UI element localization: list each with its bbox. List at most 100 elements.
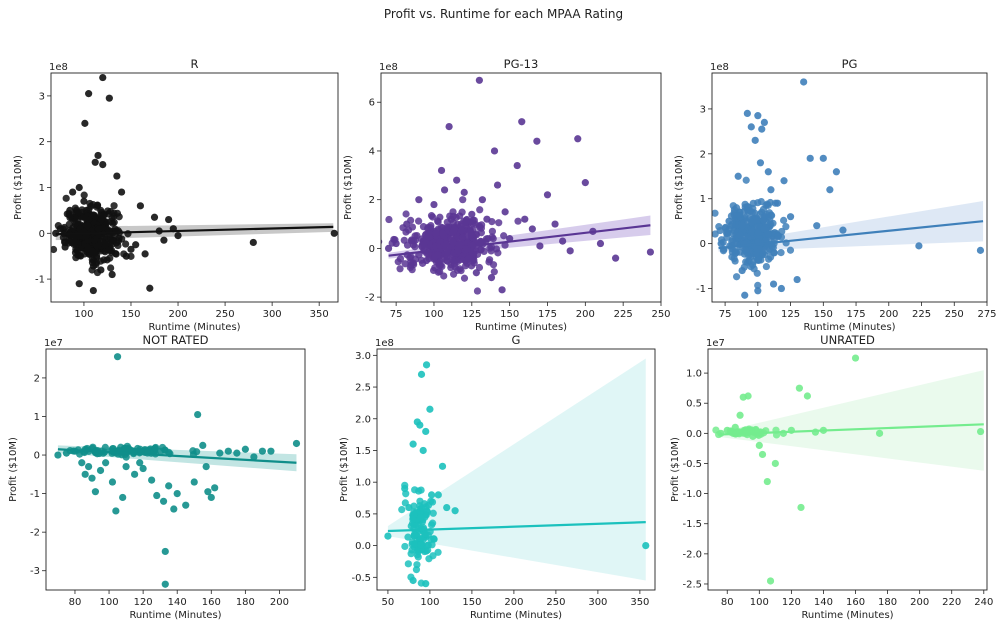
scatter-point — [976, 246, 985, 254]
scatter-point — [62, 194, 70, 202]
scatter-point — [115, 213, 123, 221]
x-tick-label: 200 — [168, 309, 187, 320]
scatter-point — [725, 217, 733, 225]
scatter-point — [551, 220, 559, 228]
y-axis-offset-label: 1e7 — [706, 338, 725, 349]
scatter-point — [749, 432, 757, 440]
scatter-point — [769, 280, 778, 288]
scatter-point — [747, 218, 755, 226]
scatter-point — [460, 274, 469, 282]
scatter-point — [415, 196, 423, 204]
scatter-point — [108, 246, 116, 255]
y-axis-label: Profit ($10M) — [339, 437, 350, 502]
scatter-point — [416, 502, 424, 510]
scatter-point — [97, 216, 106, 224]
scatter-point — [150, 213, 159, 221]
scatter-point — [430, 200, 438, 209]
x-tick-label: 225 — [614, 309, 633, 320]
y-tick-label: -2.0 — [682, 549, 702, 560]
plot-area — [51, 73, 338, 295]
x-tick-label: 300 — [588, 597, 607, 608]
x-tick-label: 100 — [748, 309, 767, 320]
y-tick-label: -1 — [696, 284, 706, 295]
scatter-point — [405, 503, 413, 512]
x-tick-label: 200 — [504, 597, 523, 608]
scatter-point — [438, 462, 447, 470]
scatter-point — [75, 183, 83, 192]
x-tick-label: 350 — [630, 597, 649, 608]
scatter-point — [404, 533, 412, 541]
y-tick-label: 2 — [369, 195, 375, 206]
scatter-point — [161, 547, 169, 556]
subplot-pg-13: 75 100 125 150 175 200 225 250 -2 0 2 4 6 PG-13 Runtim… — [343, 57, 671, 333]
y-tick-label: -2 — [365, 293, 375, 304]
scatter-point — [127, 245, 135, 253]
regression-line — [57, 448, 297, 464]
subplot-title: NOT RATED — [143, 333, 209, 347]
x-tick-label: 200 — [879, 309, 898, 320]
scatter-point — [107, 218, 115, 226]
scatter-point — [430, 535, 438, 543]
scatter-point — [81, 214, 89, 222]
scatter-point — [417, 535, 425, 543]
scatter-point — [416, 421, 424, 429]
scatter-point — [66, 214, 74, 222]
scatter-point — [415, 217, 423, 225]
x-tick-label: 300 — [263, 309, 282, 320]
axes-frame — [45, 348, 306, 591]
scatter-point — [434, 268, 442, 276]
x-tick-label: 250 — [945, 309, 964, 320]
scatter-point — [764, 168, 772, 176]
x-tick-label: 180 — [878, 597, 897, 608]
y-tick-label: 0.5 — [355, 509, 371, 520]
scatter-point — [715, 223, 723, 231]
y-tick-label: -0.5 — [682, 459, 702, 470]
scatter-point — [69, 188, 77, 196]
scatter-point — [66, 206, 74, 214]
scatter-point — [581, 179, 589, 187]
confidence-band — [718, 200, 984, 252]
y-tick-label: 1 — [39, 183, 45, 194]
x-tick-label: 80 — [721, 597, 734, 608]
x-tick-label: 150 — [462, 597, 481, 608]
scatter-point — [204, 488, 212, 496]
scatter-point — [764, 230, 772, 238]
scatter-point — [84, 243, 92, 251]
y-tick-label: -1.0 — [682, 489, 702, 500]
scatter-point — [398, 506, 406, 514]
scatter-point — [434, 491, 442, 499]
scatter-point — [384, 244, 393, 253]
scatter-point — [566, 247, 574, 255]
scatter-point — [87, 202, 95, 210]
scatter-point — [469, 216, 477, 224]
scatter-point — [92, 261, 100, 269]
scatter-point — [490, 147, 499, 155]
scatter-point — [425, 233, 433, 241]
y-tick-label: -1 — [35, 275, 45, 286]
scatter-point — [443, 503, 451, 512]
scatter-point — [766, 253, 775, 261]
scatter-point — [793, 275, 801, 284]
point-cluster — [398, 481, 442, 587]
scatter-point — [122, 252, 130, 260]
scatter-point — [83, 221, 92, 229]
scatter-point — [646, 248, 655, 256]
scatter-point — [161, 580, 169, 588]
scatter-point — [385, 215, 393, 224]
scatter-point — [742, 176, 750, 184]
y-tick-label: 0.0 — [355, 541, 371, 552]
scatter-point — [112, 507, 120, 515]
x-axis-label: Runtime (Minutes) — [129, 610, 221, 621]
x-tick-label: 150 — [121, 309, 140, 320]
x-tick-label: 140 — [814, 597, 833, 608]
scatter-point — [122, 240, 130, 248]
scatter-point — [80, 191, 88, 199]
x-tick-label: 100 — [99, 597, 118, 608]
scatter-point — [751, 136, 759, 144]
scatter-point — [427, 221, 435, 230]
y-axis-label: Profit ($10M) — [8, 437, 19, 502]
regression-line — [719, 423, 984, 436]
scatter-point — [422, 361, 431, 369]
scatter-point — [759, 205, 768, 213]
scatter-point — [736, 248, 744, 256]
